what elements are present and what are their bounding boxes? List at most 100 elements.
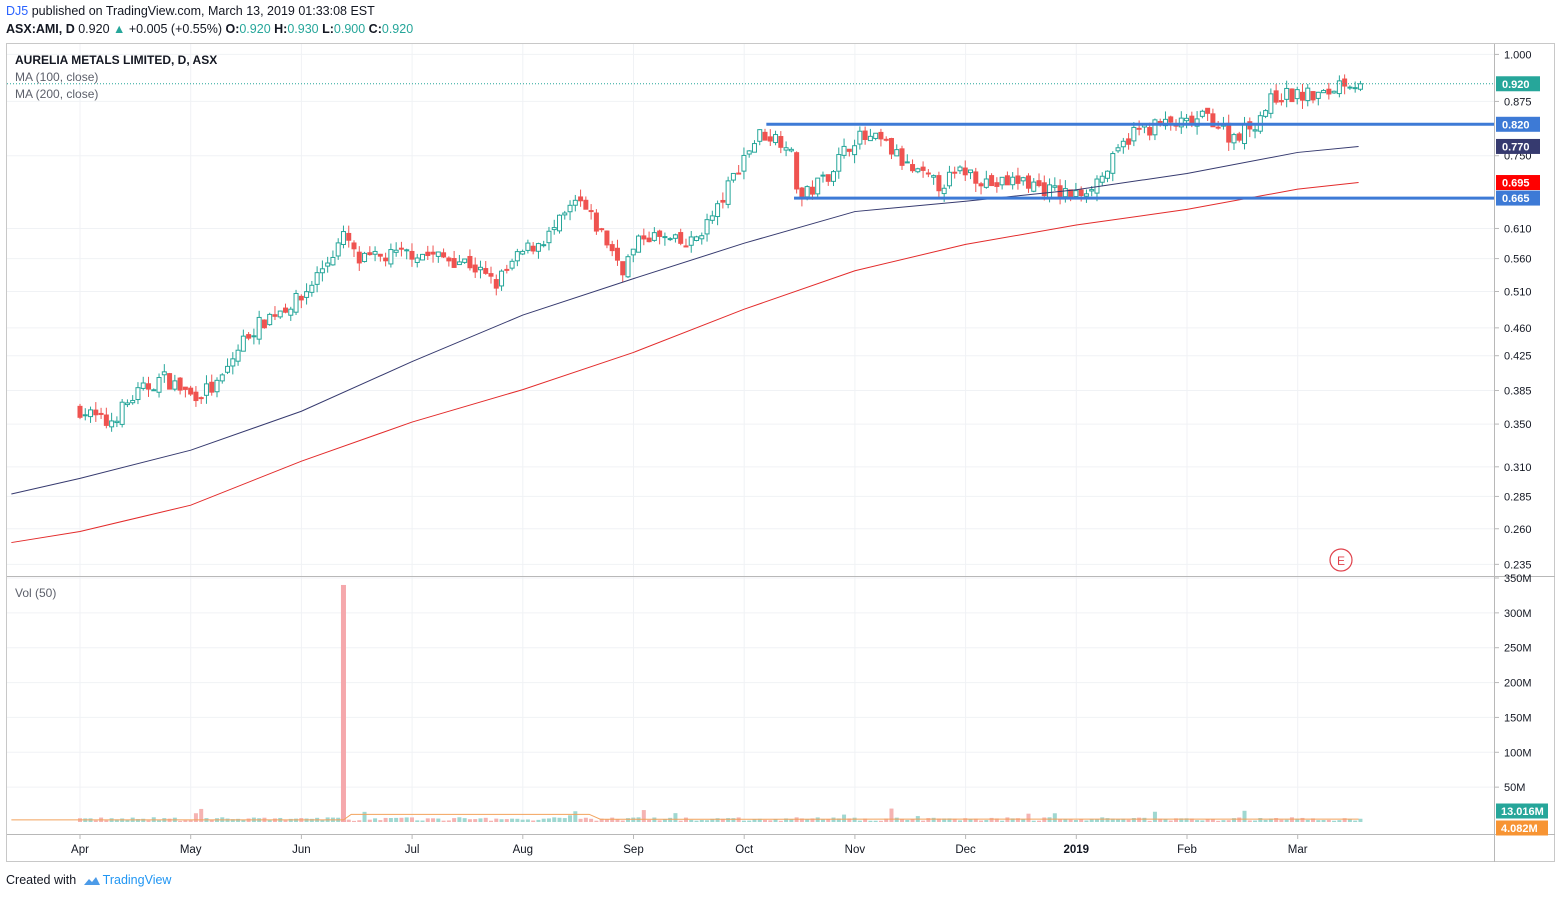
volume-bar xyxy=(394,817,399,822)
candle-body xyxy=(1294,89,1300,100)
volume-bar xyxy=(1147,820,1152,822)
candle-body xyxy=(1263,110,1269,117)
candle-body xyxy=(1236,133,1242,141)
volume-bar xyxy=(510,818,515,822)
volume-bar xyxy=(193,813,198,822)
volume-bar xyxy=(715,818,720,822)
time-tick-label: 2019 xyxy=(1064,844,1090,856)
candle-body xyxy=(209,381,215,393)
price-badge xyxy=(1496,190,1540,206)
author-link[interactable]: DJ5 xyxy=(6,4,29,18)
open-value: 0.920 xyxy=(239,22,271,36)
volume-bar xyxy=(763,819,768,822)
candle-body xyxy=(1047,184,1053,199)
ma100-legend[interactable]: MA (100, close) xyxy=(15,70,99,84)
candle-body xyxy=(773,134,779,144)
candle-body xyxy=(177,377,183,391)
candle-body xyxy=(636,235,642,253)
volume-bar xyxy=(1247,820,1252,822)
candle-body xyxy=(683,245,689,248)
volume-bar xyxy=(615,819,620,822)
volume-bar xyxy=(1316,820,1321,822)
volume-bar xyxy=(641,810,646,822)
volume-bar xyxy=(1358,818,1363,822)
candle-body xyxy=(1231,134,1237,144)
candle-body xyxy=(1299,91,1305,101)
volume-bar xyxy=(467,819,472,822)
candle-body xyxy=(362,252,368,263)
candle-body xyxy=(404,249,410,252)
candles xyxy=(77,74,1363,432)
candle-body xyxy=(1284,87,1290,100)
volume-bar xyxy=(1231,818,1236,822)
candle-body xyxy=(646,237,652,243)
close-value: 0.920 xyxy=(381,22,414,36)
candle-body xyxy=(230,358,236,367)
candle-body xyxy=(330,256,336,266)
candle-body xyxy=(203,383,209,396)
price-tick-label: 0.385 xyxy=(1504,386,1532,398)
volume-bar xyxy=(726,818,731,822)
volume-bar xyxy=(1242,810,1247,822)
candle-body xyxy=(98,412,104,415)
volume-bar xyxy=(604,819,609,822)
volume-bar xyxy=(188,820,193,822)
volume-bar xyxy=(852,817,857,822)
volume-bar xyxy=(1347,819,1352,822)
candle-body xyxy=(572,199,578,206)
volume-bar xyxy=(1321,820,1326,822)
volume-bar xyxy=(731,818,736,822)
volume-bar xyxy=(346,819,351,822)
volume-bar xyxy=(378,820,383,822)
volume-bar xyxy=(720,818,725,822)
volume-bar xyxy=(1342,818,1347,822)
volume-bar xyxy=(589,818,594,822)
candle-body xyxy=(952,171,958,174)
tradingview-brand-link[interactable]: TradingView xyxy=(102,873,172,887)
candle-body xyxy=(562,212,568,216)
candle-body xyxy=(809,186,815,195)
candle-body xyxy=(962,167,968,176)
volume-badge xyxy=(1496,820,1548,836)
volume-bar xyxy=(288,818,293,822)
candle-body xyxy=(968,169,974,174)
volume-bar xyxy=(1353,820,1358,822)
price-badge-label: 0.770 xyxy=(1502,141,1530,153)
candle-body xyxy=(335,242,341,257)
candle-body xyxy=(304,291,310,298)
candle-body xyxy=(1278,100,1284,103)
candle-body xyxy=(1273,90,1279,103)
candle-body xyxy=(441,252,447,258)
candle-body xyxy=(883,138,889,141)
candle-body xyxy=(124,402,130,406)
candle-body xyxy=(1036,180,1042,187)
volume-bar xyxy=(1152,811,1157,822)
volume-bar xyxy=(599,818,604,822)
candle-body xyxy=(1352,87,1358,90)
volume-bar xyxy=(657,820,662,822)
ma200-legend[interactable]: MA (200, close) xyxy=(15,87,99,101)
candle-body xyxy=(867,135,873,142)
price-badge-label: 0.920 xyxy=(1502,79,1530,91)
volume-legend[interactable]: Vol (50) xyxy=(15,586,57,600)
candle-body xyxy=(920,166,926,171)
ma200-line xyxy=(11,182,1359,544)
candle-body xyxy=(667,238,673,241)
volume-bar xyxy=(820,819,825,822)
candle-body xyxy=(989,175,995,187)
price-tick-label: 1.000 xyxy=(1504,49,1532,61)
earnings-label: E xyxy=(1337,554,1345,568)
candle-body xyxy=(720,199,726,203)
candle-body xyxy=(409,250,415,260)
volume-bar xyxy=(499,819,504,822)
volume-bar xyxy=(541,818,546,822)
volume-bar xyxy=(1010,818,1015,822)
volume-bar xyxy=(926,818,931,822)
candle-body xyxy=(188,387,194,395)
candle-body xyxy=(372,250,378,255)
time-tick-label: Dec xyxy=(955,844,976,856)
time-tick-label: Sep xyxy=(623,844,643,856)
candle-body xyxy=(1184,117,1190,122)
volume-bar xyxy=(420,820,425,822)
